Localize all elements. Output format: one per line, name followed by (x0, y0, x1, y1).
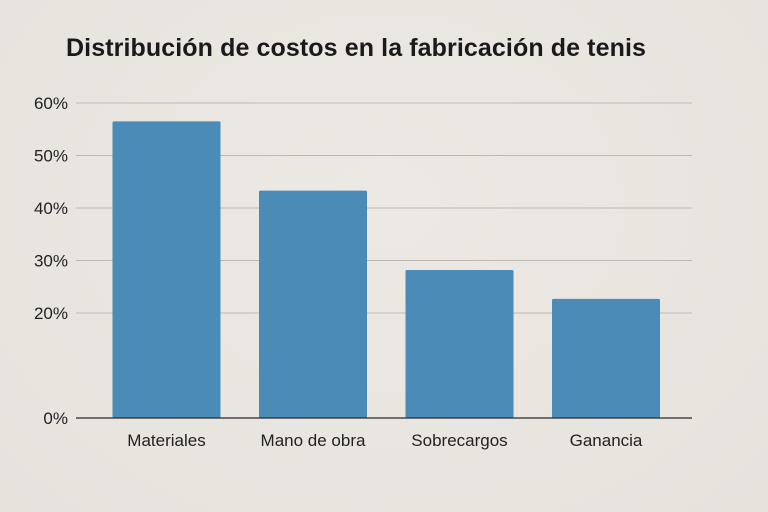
x-tick-label: Materiales (127, 431, 205, 450)
bar-ganancia (552, 298, 660, 418)
x-tick-label: Mano de obra (261, 431, 366, 450)
y-tick-label: 20% (34, 304, 68, 323)
bar-sobrecargos (405, 269, 514, 418)
bar-materiales (112, 121, 221, 418)
y-tick-label: 0% (43, 409, 68, 428)
x-tick-label: Sobrecargos (411, 431, 507, 450)
y-tick-label: 50% (34, 147, 68, 166)
bar-mano-de-obra (259, 190, 367, 418)
y-tick-label: 60% (34, 94, 68, 113)
y-tick-label: 40% (34, 199, 68, 218)
axis-labels: 0% 20% 30% 40% 50% 60% Materiales Mano de obra S… (34, 94, 643, 450)
x-tick-label: Ganancia (570, 431, 643, 450)
bars (112, 121, 660, 418)
y-tick-label: 30% (34, 252, 68, 271)
chart-title: Distribución de costos en la fabricación… (66, 34, 647, 62)
